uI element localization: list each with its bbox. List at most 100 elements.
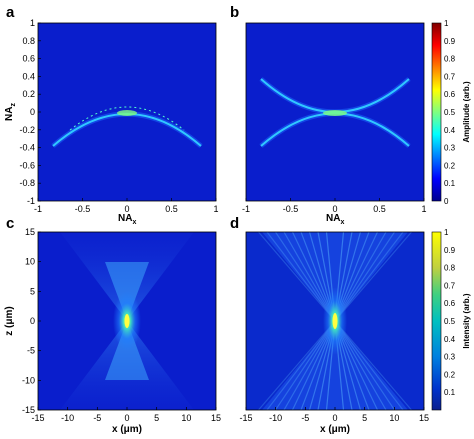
colorbar-tick-label: 0.5 [444, 317, 456, 326]
x-tick-label: 10 [181, 413, 191, 423]
x-axis-label-b: NAx [326, 213, 344, 226]
panel-label-b: b [230, 4, 239, 21]
y-tick-label: -1 [27, 196, 35, 206]
y-tick-label: 0.6 [22, 54, 35, 64]
x-axis-label-c: x (μm) [112, 424, 142, 435]
heatmap-c-feature [60, 232, 194, 410]
y-tick-label: -0.8 [19, 178, 35, 188]
x-tick-label: 0 [124, 204, 129, 214]
x-tick-label: 0 [124, 413, 129, 423]
colorbar-tick-label: 0.3 [444, 353, 456, 362]
x-tick-label: 10 [389, 413, 399, 423]
y-tick-label: 1 [30, 18, 35, 28]
x-ticks-b: -1 -0.5 0 0.5 1 [242, 198, 427, 214]
fringe-ray [334, 232, 412, 322]
x-ticks-a: -1 -0.5 0 0.5 1 [34, 198, 219, 214]
x-tick-label: -5 [301, 413, 309, 423]
x-tick-label: -1 [242, 204, 250, 214]
colorbar-tick-label: 0.8 [444, 55, 456, 64]
panel-label-c: c [6, 215, 14, 232]
colorbar-tick-label: 0.5 [444, 108, 456, 117]
colorbar-tick-label: 0.2 [444, 370, 456, 379]
x-tick-label: 0 [332, 413, 337, 423]
x-tick-label: 15 [211, 413, 221, 423]
colorbar-amplitude-ticks: 1 0.9 0.8 0.7 0.6 0.5 0.4 0.3 0.2 0.1 0 [444, 19, 456, 206]
y-axis-label-a: NAz [4, 103, 17, 121]
x-tick-label: 15 [419, 413, 429, 423]
y-tick-label: -0.6 [19, 160, 35, 170]
y-tick-label: 0.2 [22, 89, 35, 99]
fringe-ray [334, 320, 412, 410]
y-tick-label: 5 [30, 286, 35, 296]
fringe-ray [258, 232, 336, 322]
fringe-ray [334, 232, 404, 322]
colorbar-intensity-label: Intensity (arb.) [462, 293, 471, 348]
y-ticks-c: 15 10 5 0 -5 -10 -15 [22, 227, 41, 415]
y-tick-label: -15 [22, 405, 35, 415]
x-tick-label: 5 [154, 413, 159, 423]
colorbar-tick-label: 0.3 [444, 144, 456, 153]
y-tick-label: -0.4 [19, 143, 35, 153]
heatmap-d-feature [258, 232, 412, 410]
colorbar-tick-label: 0.1 [444, 388, 456, 397]
colorbar-tick-label: 1 [444, 228, 449, 237]
panel-label-a: a [6, 4, 15, 21]
y-tick-label: 0 [30, 316, 35, 326]
y-tick-label: -10 [22, 375, 35, 385]
panel-a: a -1 -0.5 0 0.5 1 1 0.8 0.6 0.4 0.2 0 -0.2 -0.4 -0.6… [4, 4, 219, 226]
x-ticks-c: -15 -10 -5 0 5 10 15 [31, 407, 221, 423]
panel-label-d: d [230, 215, 239, 232]
colorbar-tick-label: 0.6 [444, 299, 456, 308]
colorbar-tick-label: 0.4 [444, 126, 456, 135]
panel-d: d -15 -10 -5 0 5 10 15 x (μm) 1 0.9 0.8 0.7 0.6 0.5… [230, 215, 471, 435]
y-tick-label: -5 [27, 346, 35, 356]
x-tick-label: -10 [269, 413, 282, 423]
colorbar-tick-label: 0 [444, 197, 449, 206]
colorbar-amplitude-label: Amplitude (arb.) [462, 81, 471, 143]
x-tick-label: -1 [34, 204, 42, 214]
x-tick-label: -10 [61, 413, 74, 423]
colorbar-intensity-ticks: 1 0.9 0.8 0.7 0.6 0.5 0.4 0.3 0.2 0.1 [444, 228, 456, 397]
x-tick-label: 1 [213, 204, 218, 214]
colorbar-tick-label: 0.6 [444, 90, 456, 99]
panel-b: b -1 -0.5 0 0.5 1 NAx 1 0.9 0.8 0.7 0.6 0.5 0.4 0.3… [230, 4, 471, 226]
x-tick-label: -0.5 [75, 204, 91, 214]
heatmap-a-feature [51, 106, 203, 148]
colorbar-tick-label: 0.7 [444, 72, 456, 81]
colorbar-tick-label: 1 [444, 19, 449, 28]
y-tick-label: 10 [25, 257, 35, 267]
colorbar-amplitude [431, 22, 442, 202]
x-axis-label-a: NAx [118, 213, 136, 226]
y-tick-label: 15 [25, 227, 35, 237]
colorbar-tick-label: 0.9 [444, 246, 456, 255]
colorbar-tick-label: 0.7 [444, 281, 456, 290]
y-tick-label: -0.2 [19, 125, 35, 135]
y-ticks-a: 1 0.8 0.6 0.4 0.2 0 -0.2 -0.4 -0.6 -0.8 -1 [19, 18, 41, 206]
x-tick-label: 0.5 [165, 204, 178, 214]
x-tick-label: 5 [362, 413, 367, 423]
y-tick-label: 0.4 [22, 71, 35, 81]
fringe-ray [334, 320, 404, 410]
x-tick-label: -5 [93, 413, 101, 423]
x-axis-label-d: x (μm) [320, 424, 350, 435]
colorbar-intensity [431, 231, 442, 411]
colorbar-tick-label: 0.4 [444, 335, 456, 344]
panel-c: c -15 -10 -5 0 5 10 15 15 10 5 0 -5 -10 -15 x (μm) z… [4, 215, 221, 435]
x-tick-label: 0.5 [373, 204, 386, 214]
x-tick-label: 1 [421, 204, 426, 214]
colorbar-tick-label: 0.8 [444, 264, 456, 273]
x-ticks-d: -15 -10 -5 0 5 10 15 [239, 407, 429, 423]
x-tick-label: 0 [332, 204, 337, 214]
heatmap-b-feature [259, 77, 411, 148]
fringe-ray [266, 320, 336, 410]
x-tick-label: -15 [239, 413, 252, 423]
fringe-ray [266, 232, 336, 322]
y-axis-label-c: z (μm) [4, 306, 15, 335]
fringe-ray [258, 320, 336, 410]
x-tick-label: -15 [31, 413, 44, 423]
colorbar-tick-label: 0.2 [444, 161, 456, 170]
colorbar-tick-label: 0.9 [444, 37, 456, 46]
y-tick-label: 0 [30, 107, 35, 117]
colorbar-tick-label: 0.1 [444, 179, 456, 188]
